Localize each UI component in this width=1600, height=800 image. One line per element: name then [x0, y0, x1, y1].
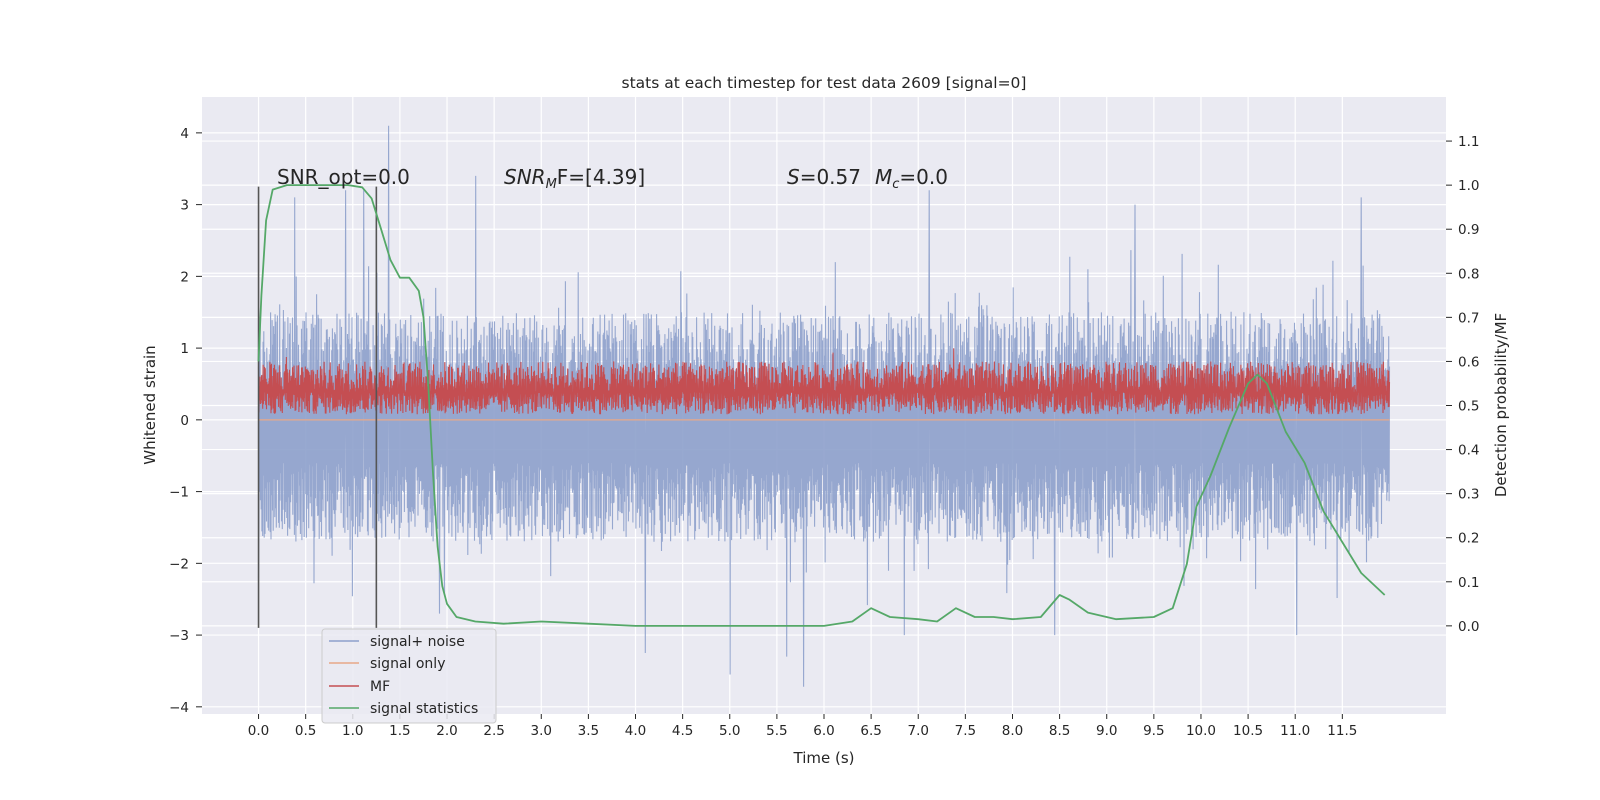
x-tick-label-9: 4.5 — [672, 723, 693, 739]
series-mf — [257, 348, 1391, 415]
annotation-snr-mf-rest: F=[4.39] — [557, 165, 645, 189]
vertical-markers — [257, 186, 378, 628]
annotation-s-label: S — [787, 165, 800, 189]
x-tick-label-17: 8.5 — [1049, 723, 1070, 739]
chart-title: stats at each timestep for test data 260… — [622, 74, 1027, 92]
x-tick-label-15: 7.5 — [955, 723, 976, 739]
x-tick-label-4: 2.0 — [436, 723, 457, 739]
x-tick-label-6: 3.0 — [531, 723, 552, 739]
x-tick-label-19: 9.5 — [1143, 723, 1164, 739]
x-tick-label-20: 10.0 — [1186, 723, 1216, 739]
x-tick-label-13: 6.5 — [860, 723, 881, 739]
x-tick-label-18: 9.0 — [1096, 723, 1117, 739]
y-right-tick-label-0: 1.1 — [1458, 134, 1479, 150]
annotation-s-value: =0.57 — [800, 165, 861, 189]
y-left-tick-label-5: −1 — [169, 485, 189, 501]
y-left-axis-ticks: 4 3 2 1 0 −1 −2 −3 −4 — [169, 126, 202, 716]
y-left-axis-label: Whitened strain — [141, 345, 159, 464]
y-left-tick-label-4: 0 — [180, 413, 189, 429]
y-left-tick-label-7: −3 — [169, 628, 189, 644]
x-tick-label-22: 11.0 — [1280, 723, 1310, 739]
x-tick-label-5: 2.5 — [483, 723, 504, 739]
x-tick-label-0: 0.0 — [248, 723, 269, 739]
annotation-snr-mf: SNRMF=[4.39] — [504, 165, 645, 192]
x-tick-label-12: 6.0 — [813, 723, 834, 739]
y-left-tick-label-0: 4 — [180, 126, 189, 142]
legend-label-signal-noise: signal+ noise — [370, 634, 465, 650]
signal-statistics-trace — [257, 184, 1386, 627]
x-tick-label-3: 1.5 — [389, 723, 410, 739]
y-left-tick-label-1: 3 — [180, 198, 189, 214]
x-tick-label-23: 11.5 — [1327, 723, 1357, 739]
x-tick-label-2: 1.0 — [342, 723, 363, 739]
legend-label-signal-statistics: signal statistics — [370, 701, 478, 717]
legend-label-mf: MF — [370, 679, 390, 695]
legend: signal+ noise signal only MF signal stat… — [321, 628, 497, 724]
mf-trace — [257, 348, 1391, 415]
y-right-axis-label: Detection probability/MF — [1492, 313, 1510, 497]
series-signal-statistics — [257, 184, 1386, 627]
annotation-mc-base: M — [875, 165, 892, 189]
y-right-tick-label-11: 0.0 — [1458, 619, 1479, 635]
noise-trace — [257, 125, 1391, 687]
x-tick-label-7: 3.5 — [578, 723, 599, 739]
legend-label-signal-only: signal only — [370, 656, 445, 672]
annotation-mc-value: =0.0 — [899, 165, 948, 189]
x-tick-label-8: 4.0 — [625, 723, 646, 739]
x-axis-label: Time (s) — [793, 749, 855, 767]
y-right-tick-label-10: 0.1 — [1458, 575, 1479, 591]
series-signal-noise — [257, 125, 1391, 687]
y-left-tick-label-2: 2 — [180, 269, 189, 285]
y-left-tick-label-6: −2 — [169, 556, 189, 572]
y-right-tick-label-5: 0.6 — [1458, 354, 1479, 370]
x-tick-label-11: 5.5 — [766, 723, 787, 739]
y-right-tick-label-7: 0.4 — [1458, 443, 1479, 459]
y-right-tick-label-9: 0.2 — [1458, 531, 1479, 547]
y-right-tick-label-2: 0.9 — [1458, 222, 1479, 238]
x-tick-label-16: 8.0 — [1002, 723, 1023, 739]
x-tick-label-1: 0.5 — [295, 723, 316, 739]
annotation-mc-sub: c — [892, 177, 899, 192]
y-right-tick-label-6: 0.5 — [1458, 399, 1479, 415]
legend-box — [321, 628, 497, 724]
x-tick-label-14: 7.0 — [908, 723, 929, 739]
x-axis-ticks: 0.0 0.5 1.0 1.5 2.0 2.5 3.0 3.5 4.0 4.5 5.0 5.5 6.0 6… — [248, 714, 1357, 739]
annotation-snr-mf-sub: M — [546, 177, 557, 192]
annotation-snr-mf-base: SNR — [504, 165, 546, 189]
y-right-axis-ticks: 1.1 1.0 0.9 0.8 0.7 0.6 0.5 0.4 0.3 0.2 0.1 0.0 — [1446, 134, 1479, 635]
y-right-tick-label-1: 1.0 — [1458, 178, 1479, 194]
y-left-tick-label-8: −4 — [169, 700, 189, 716]
x-tick-label-21: 10.5 — [1233, 723, 1263, 739]
y-right-tick-label-3: 0.8 — [1458, 266, 1479, 282]
y-right-tick-label-8: 0.3 — [1458, 487, 1479, 503]
annotation-s-mc: S=0.57 Mc=0.0 — [787, 165, 948, 192]
annotation-snr-opt: SNR_opt=0.0 — [277, 165, 410, 189]
y-left-tick-label-3: 1 — [180, 341, 189, 357]
y-right-tick-label-4: 0.7 — [1458, 310, 1479, 326]
x-tick-label-10: 5.0 — [719, 723, 740, 739]
